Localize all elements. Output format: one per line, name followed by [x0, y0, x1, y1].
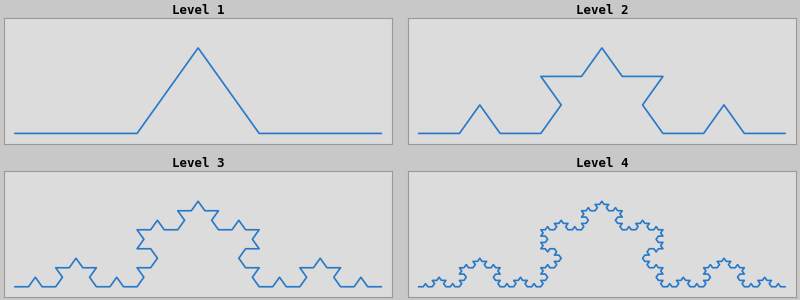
Title: Level 3: Level 3 [172, 157, 224, 170]
Title: Level 4: Level 4 [576, 157, 628, 170]
Title: Level 2: Level 2 [576, 4, 628, 17]
Title: Level 1: Level 1 [172, 4, 224, 17]
